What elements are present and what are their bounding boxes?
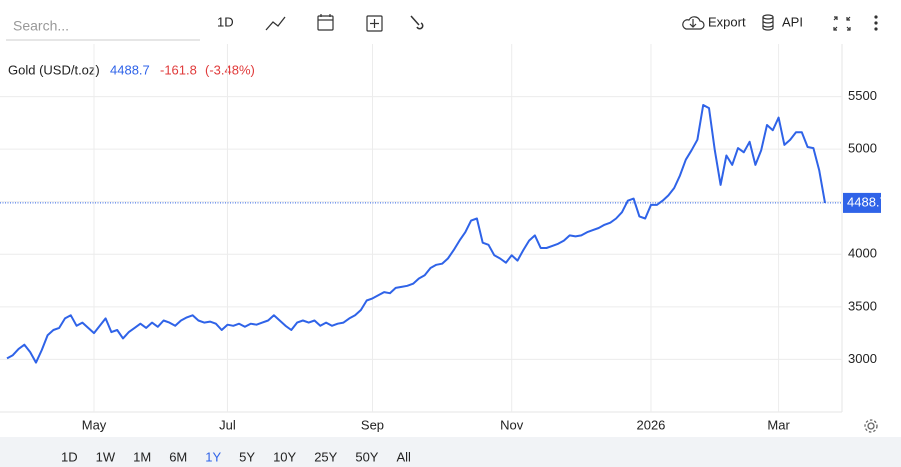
fullscreen-icon[interactable]: [833, 16, 851, 31]
more-menu-icon[interactable]: [874, 15, 878, 31]
price-change-percent: (-3.48%): [205, 62, 255, 77]
settings-wrench-icon[interactable]: [410, 15, 424, 30]
range-button[interactable]: 6M: [169, 449, 187, 464]
y-tick-label: 5000: [848, 141, 877, 156]
search-input[interactable]: Search...: [13, 18, 69, 34]
range-button[interactable]: 1D: [61, 449, 78, 464]
interval-button[interactable]: 1D: [217, 14, 234, 29]
y-tick-label: 5500: [848, 88, 877, 103]
gear-icon[interactable]: [864, 419, 878, 433]
x-tick-label: Mar: [767, 417, 790, 432]
chart-title: Gold (USD/t.oz): [8, 62, 100, 77]
range-button[interactable]: 1M: [133, 449, 151, 464]
range-buttons: 1D 1W 1M 6M 1Y 5Y 10Y 25Y 50Y All: [61, 449, 411, 464]
range-button[interactable]: 50Y: [355, 449, 378, 464]
last-price-box: [843, 192, 881, 213]
range-button[interactable]: 10Y: [273, 449, 296, 464]
chart-type-icon[interactable]: [265, 16, 286, 31]
x-tick-label: Nov: [500, 417, 524, 432]
x-tick-label: 2026: [636, 417, 665, 432]
api-button[interactable]: API: [782, 14, 803, 29]
range-button[interactable]: 1Y: [205, 449, 221, 464]
range-button[interactable]: 5Y: [239, 449, 255, 464]
x-tick-label: Sep: [361, 417, 384, 432]
x-tick-label: Jul: [219, 417, 236, 432]
last-price: 4488.7: [110, 62, 150, 77]
range-button[interactable]: 25Y: [314, 449, 337, 464]
plot-area: 300035004000450050005500MayJulSepNov2026…: [0, 44, 887, 432]
range-button[interactable]: 1W: [96, 449, 116, 464]
y-tick-label: 3500: [848, 298, 877, 313]
export-icon[interactable]: [682, 16, 705, 30]
add-indicator-icon[interactable]: [366, 15, 383, 32]
last-price-label: 4488.7: [847, 194, 887, 209]
calendar-icon[interactable]: [317, 14, 334, 31]
x-tick-label: May: [82, 417, 107, 432]
price-line: [6, 104, 826, 364]
api-icon[interactable]: [762, 14, 774, 31]
price-change: -161.8: [160, 62, 197, 77]
range-button[interactable]: All: [396, 449, 411, 464]
y-tick-label: 4000: [848, 246, 877, 261]
export-button[interactable]: Export: [708, 14, 746, 29]
y-tick-label: 3000: [848, 351, 877, 366]
range-bar: [0, 437, 901, 467]
